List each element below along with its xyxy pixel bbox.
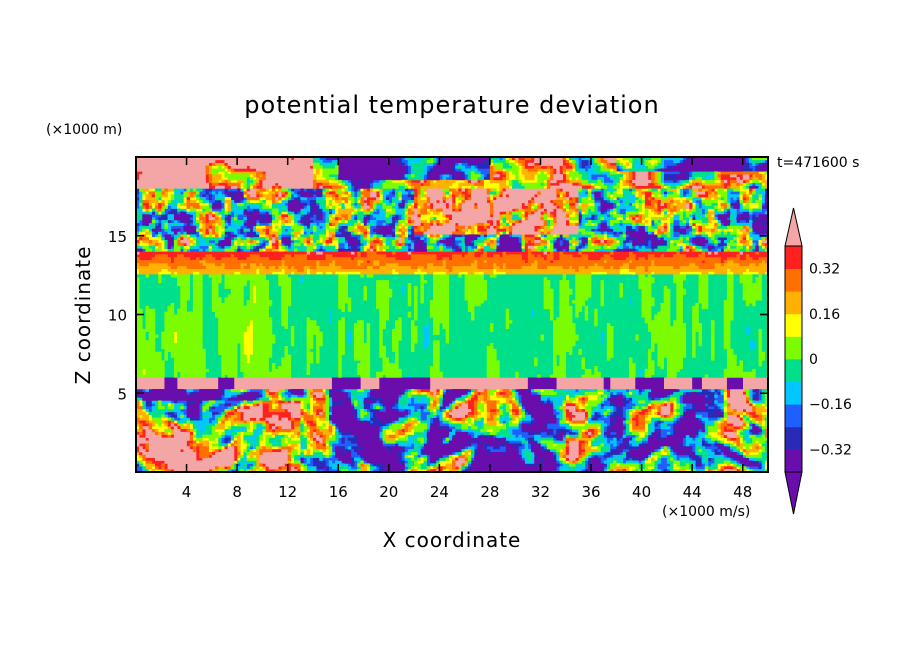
x-axis: 4 8 12 16 20 24 28 32 36 40 44 48	[182, 157, 752, 501]
colorbar-band	[785, 381, 802, 405]
x-axis-title: X coordinate	[383, 528, 522, 552]
y-axis-title: Z coordinate	[71, 246, 95, 385]
x-tick-label: 32	[531, 483, 550, 501]
colorbar-band	[785, 313, 802, 337]
colorbar-tick-label: 0	[809, 352, 818, 368]
colorbar-band	[785, 449, 802, 473]
colorbar-band	[785, 404, 802, 428]
colorbar-band	[785, 268, 802, 292]
x-tick-label: 44	[683, 483, 702, 501]
x-tick-label: 4	[182, 483, 192, 501]
contour-region-9	[136, 157, 768, 472]
x-tick-label: 28	[480, 483, 499, 501]
y-unit-label: (×1000 m)	[46, 122, 122, 138]
x-tick-label: 12	[278, 483, 297, 501]
contour-region-8	[136, 157, 768, 472]
x-tick-label: 36	[581, 483, 600, 501]
contour-region-10	[136, 157, 768, 472]
x-tick-label: 40	[632, 483, 651, 501]
chart-title: potential temperature deviation	[244, 91, 659, 119]
colorbar-band	[785, 336, 802, 360]
colorbar-over-triangle	[784, 207, 803, 247]
y-tick-label: 15	[108, 228, 127, 246]
colorbar: 0.32 0.16 0 −0.16 −0.32	[784, 207, 852, 515]
x-tick-label: 20	[379, 483, 398, 501]
plot-field	[136, 157, 768, 472]
y-axis: 5 10 15	[108, 228, 768, 403]
colorbar-band	[785, 291, 802, 315]
x-tick-label: 16	[329, 483, 348, 501]
time-label: t=471600 s	[777, 155, 859, 171]
colorbar-tick-label: 0.16	[809, 307, 840, 323]
x-tick-label: 24	[430, 483, 449, 501]
colorbar-under-triangle	[784, 471, 803, 515]
colorbar-frame	[784, 245, 803, 473]
x-tick-label: 48	[733, 483, 752, 501]
colorbar-band	[785, 426, 802, 450]
colorbar-band	[785, 246, 802, 269]
x-tick-label: 8	[232, 483, 242, 501]
y-tick-label: 10	[108, 307, 127, 325]
y-tick-label: 5	[117, 385, 127, 403]
colorbar-tick-label: −0.32	[809, 442, 852, 458]
colorbar-tick-label: −0.16	[809, 397, 852, 413]
x-unit-label: (×1000 m/s)	[662, 504, 750, 520]
colorbar-tick-label: 0.32	[809, 262, 840, 278]
colorbar-band	[785, 359, 802, 382]
